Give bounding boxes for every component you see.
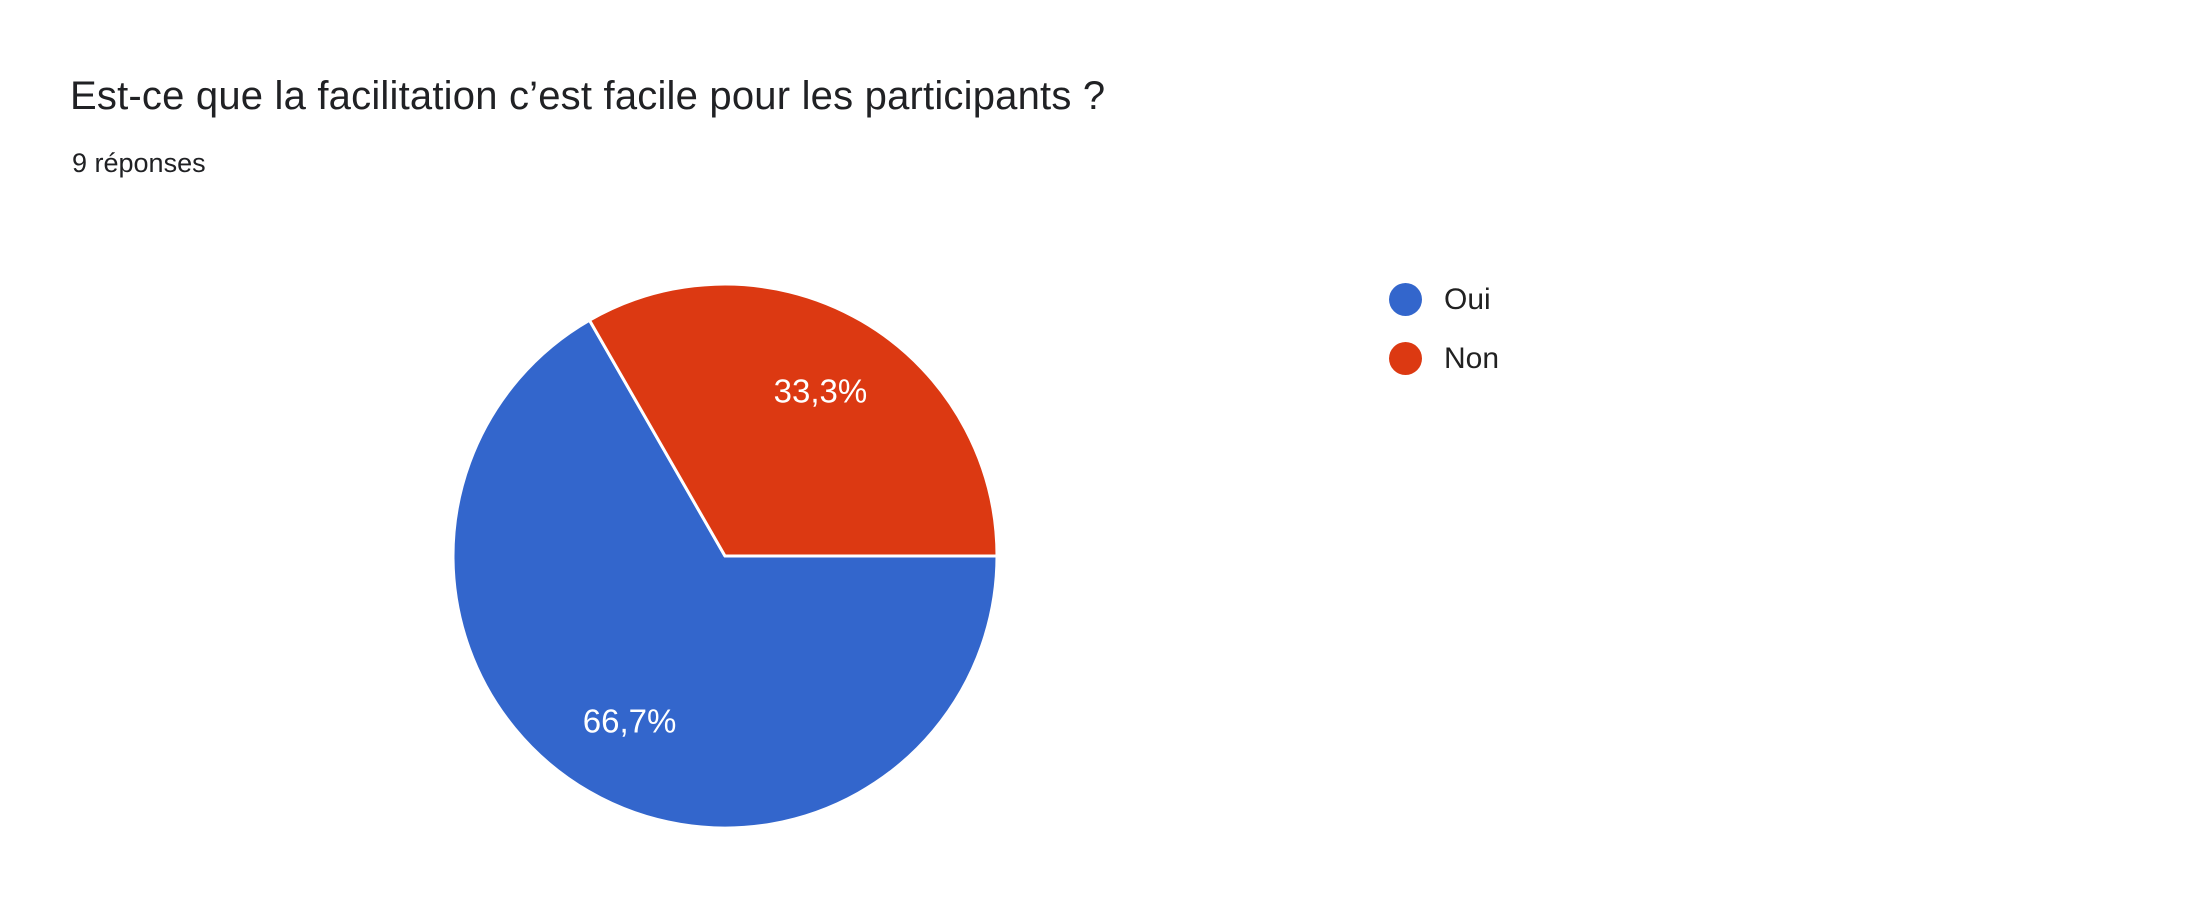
pie-slice-oui[interactable] — [451, 318, 999, 830]
legend-label-oui: Oui — [1444, 283, 1491, 316]
legend-label-non: Non — [1444, 342, 1500, 375]
response-count: 9 réponses — [72, 148, 206, 178]
legend-item-oui: Oui — [1389, 283, 1499, 316]
legend-item-non: Non — [1389, 342, 1499, 375]
question-title: Est-ce que la facilitation c’est facile … — [70, 74, 1106, 118]
legend-swatch-oui-icon — [1389, 283, 1422, 316]
pie-chart[interactable]: 66,7%33,3% — [445, 276, 1005, 836]
pie-slice-non[interactable] — [588, 282, 999, 558]
chart-legend: Oui Non — [1389, 283, 1499, 375]
legend-swatch-non-icon — [1389, 342, 1422, 375]
